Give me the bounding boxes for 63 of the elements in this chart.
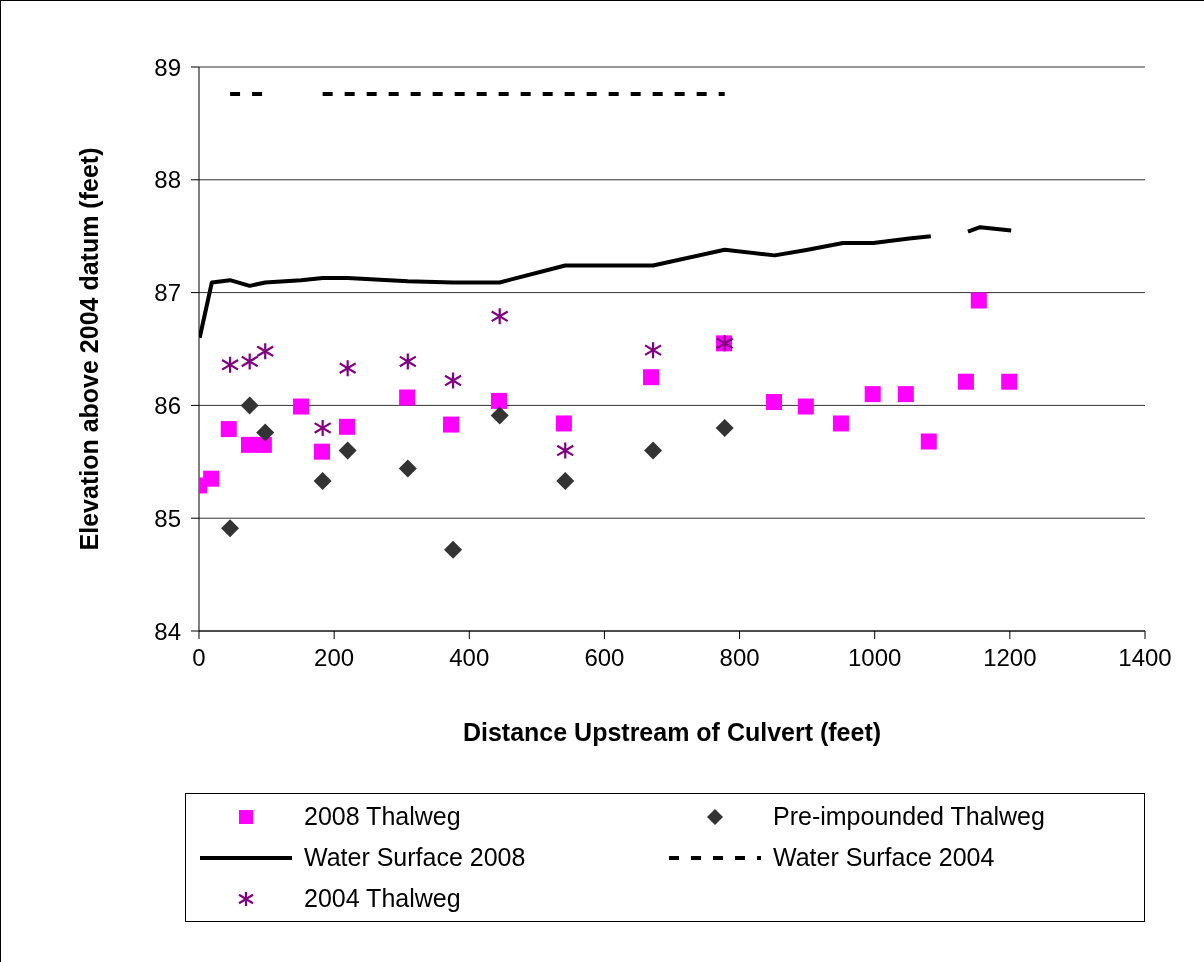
point (313, 471, 332, 490)
point (398, 459, 417, 478)
y-axis-title: Elevation above 2004 datum (feet) (74, 147, 103, 551)
point (443, 371, 463, 390)
point (255, 436, 272, 453)
point (555, 415, 572, 432)
point (240, 396, 259, 415)
x-tick-label: 600 (584, 644, 625, 672)
x-tick-label: 0 (192, 644, 206, 672)
point (490, 406, 509, 425)
point (220, 355, 240, 374)
legend-label: Water Surface 2008 (304, 843, 526, 872)
legend-label: Water Surface 2004 (773, 843, 995, 872)
point (643, 369, 660, 386)
point (241, 436, 257, 453)
point (338, 359, 357, 378)
y-tick-label: 87 (154, 279, 181, 307)
y-tick-label: 86 (154, 391, 181, 419)
point (643, 341, 663, 360)
legend-label: 2008 Thalweg (304, 802, 461, 831)
point (443, 416, 460, 433)
point (313, 443, 330, 460)
point (491, 392, 508, 409)
x-tick-label: 1400 (1118, 644, 1172, 672)
point (957, 373, 974, 390)
x-axis-title: Distance Upstream of Culvert (feet) (462, 718, 882, 746)
x-tick-label: 200 (314, 644, 355, 672)
legend-label: Pre-impounded Thalweg (773, 802, 1045, 831)
point (644, 441, 663, 460)
y-tick-label: 84 (154, 617, 181, 645)
point (203, 470, 220, 487)
point (338, 441, 357, 460)
point (832, 415, 849, 432)
point (398, 352, 417, 371)
point (490, 307, 509, 326)
point (338, 418, 355, 435)
point (864, 386, 881, 403)
x-tick-label: 400 (449, 644, 490, 672)
point (920, 433, 937, 450)
point (240, 352, 259, 371)
point (221, 519, 240, 538)
point (970, 292, 987, 309)
point (715, 418, 734, 437)
point (220, 421, 237, 438)
y-tick-label: 88 (154, 166, 181, 194)
point (293, 398, 310, 415)
point (556, 441, 575, 460)
point (256, 423, 275, 442)
point (766, 394, 783, 411)
point (256, 342, 275, 361)
point (444, 540, 463, 559)
point (1001, 373, 1018, 390)
point (313, 418, 332, 438)
point (797, 398, 814, 415)
point (399, 389, 416, 406)
point (556, 471, 575, 490)
point (897, 386, 914, 403)
y-tick-label: 89 (154, 53, 181, 81)
x-tick-label: 1200 (983, 644, 1037, 672)
legend-label: 2004 Thalweg (304, 884, 461, 913)
x-tick-label: 800 (719, 644, 760, 672)
x-tick-label: 1000 (848, 644, 902, 672)
y-tick-label: 85 (154, 504, 181, 532)
